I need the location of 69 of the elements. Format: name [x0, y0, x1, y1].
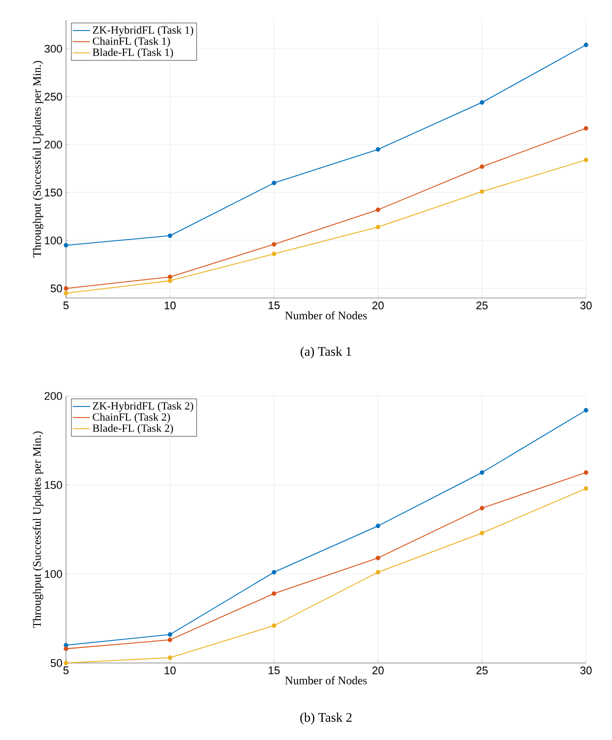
point: [584, 158, 588, 162]
x-tick-label: 10: [164, 302, 176, 310]
point: [272, 591, 276, 596]
y-tick-label: 100: [44, 570, 62, 578]
point: [480, 506, 484, 510]
y-tick-label: 200: [44, 392, 62, 400]
point: [168, 233, 172, 238]
point: [480, 530, 484, 536]
point: [480, 164, 484, 169]
point: [376, 524, 380, 528]
x-tick-label: 20: [372, 302, 384, 310]
x-tick-label: 5: [63, 666, 69, 674]
x-tick-label: 25: [476, 666, 488, 674]
x-tick-label: 10: [164, 666, 176, 674]
point: [168, 278, 172, 283]
x-tick-label: 30: [580, 666, 592, 674]
point: [584, 126, 588, 131]
legend-label: ZK-HybridFL (Task 2): [92, 402, 194, 412]
y-axis-title: Throughput (Successful Updates per Min.): [32, 60, 44, 258]
point: [64, 660, 68, 666]
point: [584, 470, 588, 475]
x-tick-label: 20: [372, 666, 384, 674]
point: [272, 623, 276, 628]
point: [168, 632, 172, 637]
text: (b) Task 2: [300, 712, 352, 724]
point: [168, 655, 172, 660]
point: [584, 408, 588, 412]
y-tick-label: 300: [44, 44, 62, 53]
y-tick-label: 150: [44, 481, 62, 489]
point: [480, 470, 484, 475]
point: [584, 42, 588, 48]
point: [272, 570, 276, 574]
y-tick-label: 50: [50, 659, 62, 667]
point: [272, 252, 276, 256]
point: [480, 189, 484, 194]
point: [376, 556, 380, 560]
y-tick-label: 150: [44, 188, 62, 196]
point: [376, 147, 380, 152]
x-tick-label: 5: [63, 302, 69, 310]
x-tick-label: 30: [580, 302, 592, 310]
y-tick-label: 200: [44, 140, 62, 149]
legend-label: ChainFL (Task 2): [92, 413, 170, 423]
y-axis-title: Throughput (Successful Updates per Min.): [32, 431, 44, 628]
point: [376, 570, 380, 574]
point: [480, 100, 484, 105]
x-axis-title: Number of Nodes: [285, 311, 367, 320]
legend-label: Blade-FL (Task 1): [92, 48, 173, 58]
y-tick-label: 50: [50, 284, 62, 292]
legend-label: Blade-FL (Task 2): [92, 424, 173, 434]
point: [64, 646, 68, 652]
x-tick-label: 15: [268, 302, 280, 310]
x-axis-title: Number of Nodes: [285, 676, 367, 684]
y-tick-label: 250: [44, 92, 62, 101]
x-tick-label: 25: [476, 302, 488, 310]
point: [64, 290, 68, 296]
legend-label: ZK-HybridFL (Task 1): [92, 26, 194, 36]
legend-label: ChainFL (Task 1): [92, 37, 170, 48]
point: [376, 224, 380, 230]
point: [272, 242, 276, 247]
point: [584, 486, 588, 491]
text: (a) Task 1: [300, 346, 352, 358]
point: [168, 274, 172, 280]
point: [272, 180, 276, 186]
y-tick-label: 100: [44, 236, 62, 244]
x-tick-label: 15: [268, 666, 280, 674]
point: [64, 243, 68, 248]
point: [64, 286, 68, 291]
point: [168, 638, 172, 642]
point: [376, 208, 380, 212]
